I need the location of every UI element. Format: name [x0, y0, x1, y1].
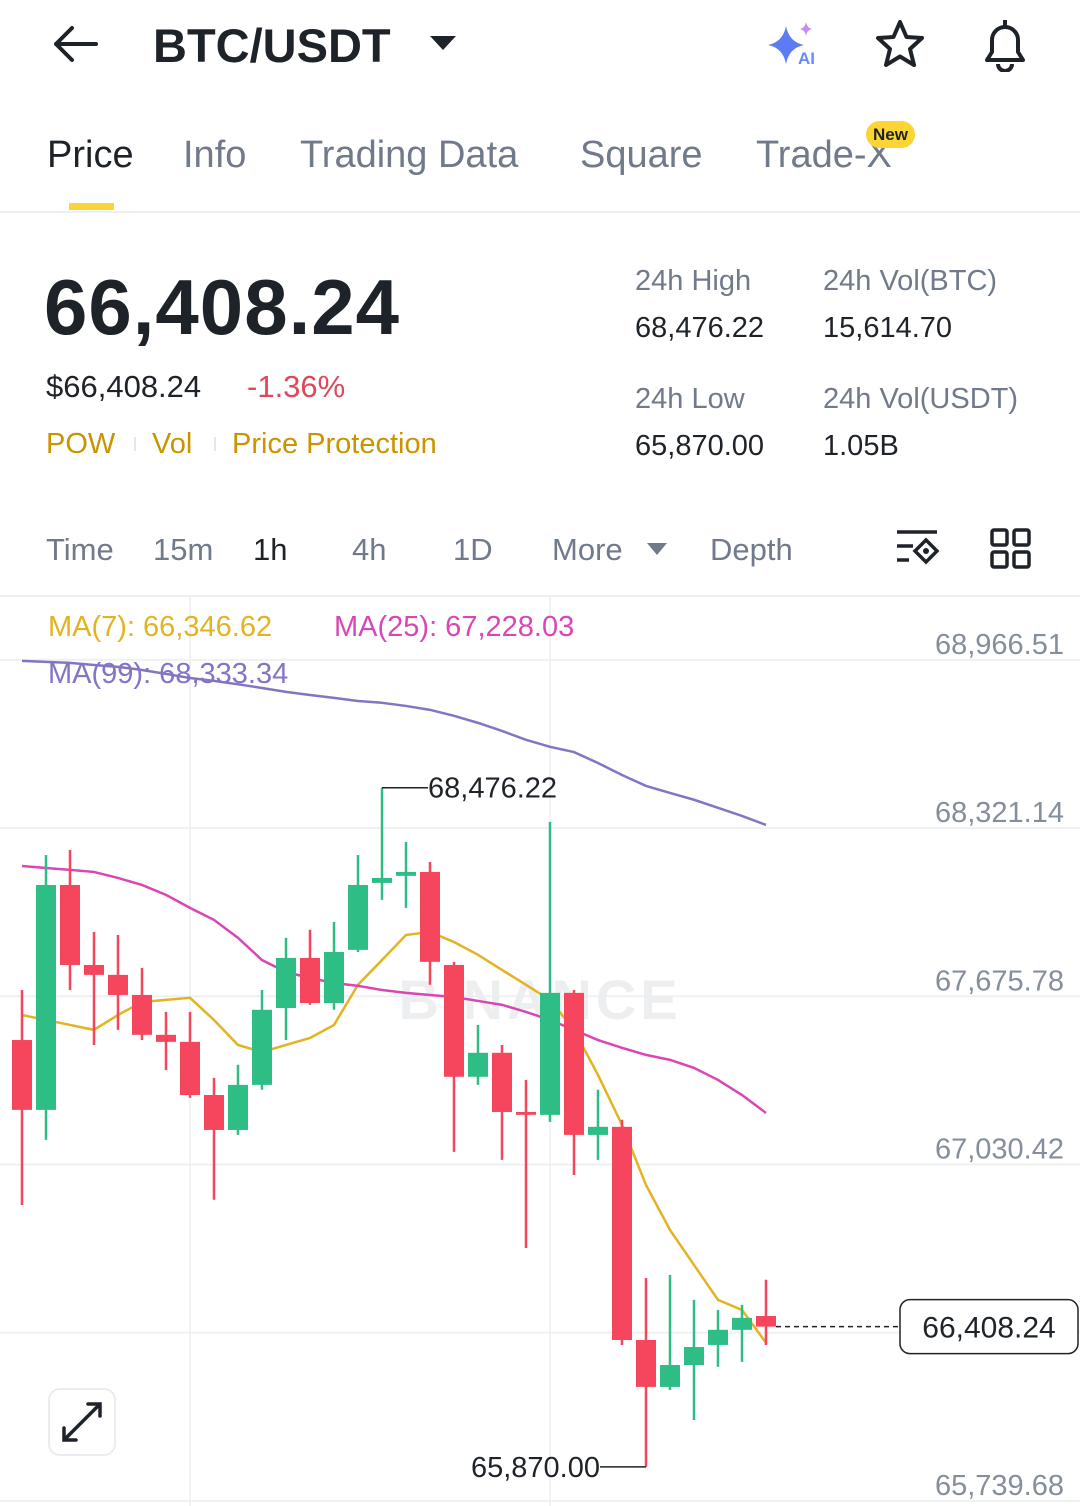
- separator: [214, 437, 216, 451]
- last-price-box: [899, 1298, 1079, 1355]
- candle-body: [348, 884, 368, 950]
- ma-line: [21, 864, 767, 1114]
- candle-body: [372, 877, 392, 883]
- candle-body: [468, 1052, 488, 1077]
- candle-body: [636, 1339, 656, 1387]
- candle-body: [756, 1316, 776, 1327]
- stat-label: 24h Low: [635, 383, 745, 415]
- tab[interactable]: Info: [183, 134, 247, 176]
- favorite-star[interactable]: [873, 18, 927, 70]
- legend-entry: MA(25): 67,228.03: [334, 611, 574, 643]
- tab-indicator: [69, 203, 114, 210]
- candle-body: [540, 992, 560, 1115]
- stat-value: 15,614.70: [823, 312, 953, 344]
- tab[interactable]: Trading Data: [300, 134, 519, 176]
- y-tick-label: 67,030.42: [935, 1133, 1064, 1165]
- back-arrow[interactable]: [50, 22, 100, 66]
- timeframe[interactable]: 15m: [153, 532, 214, 567]
- tag[interactable]: Vol: [152, 428, 193, 460]
- stat-label: 24h High: [635, 265, 752, 297]
- candle-body: [612, 1126, 632, 1340]
- timeframe[interactable]: Depth: [710, 532, 793, 567]
- y-tick-label: 67,675.78: [935, 965, 1064, 997]
- fullscreen-button[interactable]: [48, 1388, 116, 1456]
- candlestick-chart: 68,966.5168,321.1467,675.7867,030.4266,3…: [0, 597, 1080, 1506]
- timeframe[interactable]: 1D: [453, 532, 493, 567]
- last-price: 66,408.24: [44, 263, 401, 351]
- candle-body: [252, 1009, 272, 1085]
- stat-value: 1.05B: [823, 430, 899, 462]
- tab[interactable]: Price: [47, 134, 134, 176]
- candle-body: [396, 871, 416, 876]
- high-label: 68,476.22: [428, 773, 557, 805]
- last-price-label: 66,408.24: [922, 1312, 1055, 1345]
- tab[interactable]: Square: [580, 134, 703, 176]
- candle-body: [276, 957, 296, 1008]
- timeframe[interactable]: 1h: [253, 532, 288, 567]
- stat-value: 65,870.00: [635, 430, 765, 462]
- layout-icon[interactable]: [989, 527, 1033, 571]
- indicator-settings-icon[interactable]: [895, 528, 941, 572]
- y-tick-label: 68,321.14: [935, 797, 1064, 829]
- candle-body: [180, 1041, 200, 1096]
- more-caret[interactable]: [646, 542, 668, 556]
- divider: [0, 211, 1080, 213]
- candle-body: [492, 1052, 512, 1112]
- legend-entry: MA(7): 66,346.62: [48, 611, 272, 643]
- legend-entry: MA(99): 68,333.34: [48, 658, 288, 690]
- candle-body: [84, 964, 104, 975]
- separator: [134, 437, 136, 451]
- candle-body: [228, 1084, 248, 1130]
- candle-body: [156, 1034, 176, 1042]
- candle-body: [684, 1347, 704, 1366]
- pair-title[interactable]: BTC/USDT: [153, 19, 391, 72]
- divider: [0, 595, 1080, 597]
- candle-body: [204, 1095, 224, 1130]
- timeframe[interactable]: More: [552, 532, 623, 567]
- overlay: MA(7): 66,346.62 MA(25): 67,228.03 MA(99):…: [48, 611, 1079, 1484]
- timeframe[interactable]: 4h: [352, 532, 387, 567]
- stat-value: 68,476.22: [635, 312, 765, 344]
- usd-price: $66,408.24: [46, 369, 202, 404]
- ma-line: [21, 659, 767, 827]
- alert-bell[interactable]: [977, 16, 1033, 72]
- candle-body: [564, 992, 584, 1135]
- candle-body: [588, 1126, 608, 1135]
- candle-body: [108, 974, 128, 995]
- candle-body: [444, 964, 464, 1077]
- tag[interactable]: POW: [46, 428, 116, 460]
- candle-body: [420, 871, 440, 962]
- stat-label: 24h Vol(BTC): [823, 265, 998, 297]
- candle-body: [660, 1365, 680, 1387]
- candle-body: [732, 1317, 752, 1330]
- candle-body: [36, 884, 56, 1110]
- candle-body: [60, 884, 80, 965]
- candle-body: [132, 994, 152, 1035]
- candle-body: [516, 1111, 536, 1115]
- tag[interactable]: Price Protection: [232, 428, 437, 460]
- y-tick-label: 65,739.68: [935, 1470, 1064, 1502]
- y-tick-label: 68,966.51: [935, 629, 1064, 661]
- candle-body: [300, 957, 320, 1004]
- candle-body: [708, 1329, 728, 1345]
- low-label: 65,870.00: [471, 1452, 600, 1484]
- candles: [12, 787, 776, 1467]
- stat-label: 24h Vol(USDT): [823, 383, 1019, 415]
- timeframe[interactable]: Time: [46, 532, 114, 567]
- expand-icon: [62, 1402, 102, 1442]
- new-badge: New: [866, 121, 915, 148]
- price-change: -1.36%: [247, 369, 346, 404]
- svg-text:AI: AI: [798, 49, 815, 68]
- ai-icon[interactable]: AI: [764, 20, 824, 68]
- candle-body: [324, 951, 344, 1004]
- candle-body: [12, 1040, 32, 1110]
- pair-caret[interactable]: [428, 34, 458, 52]
